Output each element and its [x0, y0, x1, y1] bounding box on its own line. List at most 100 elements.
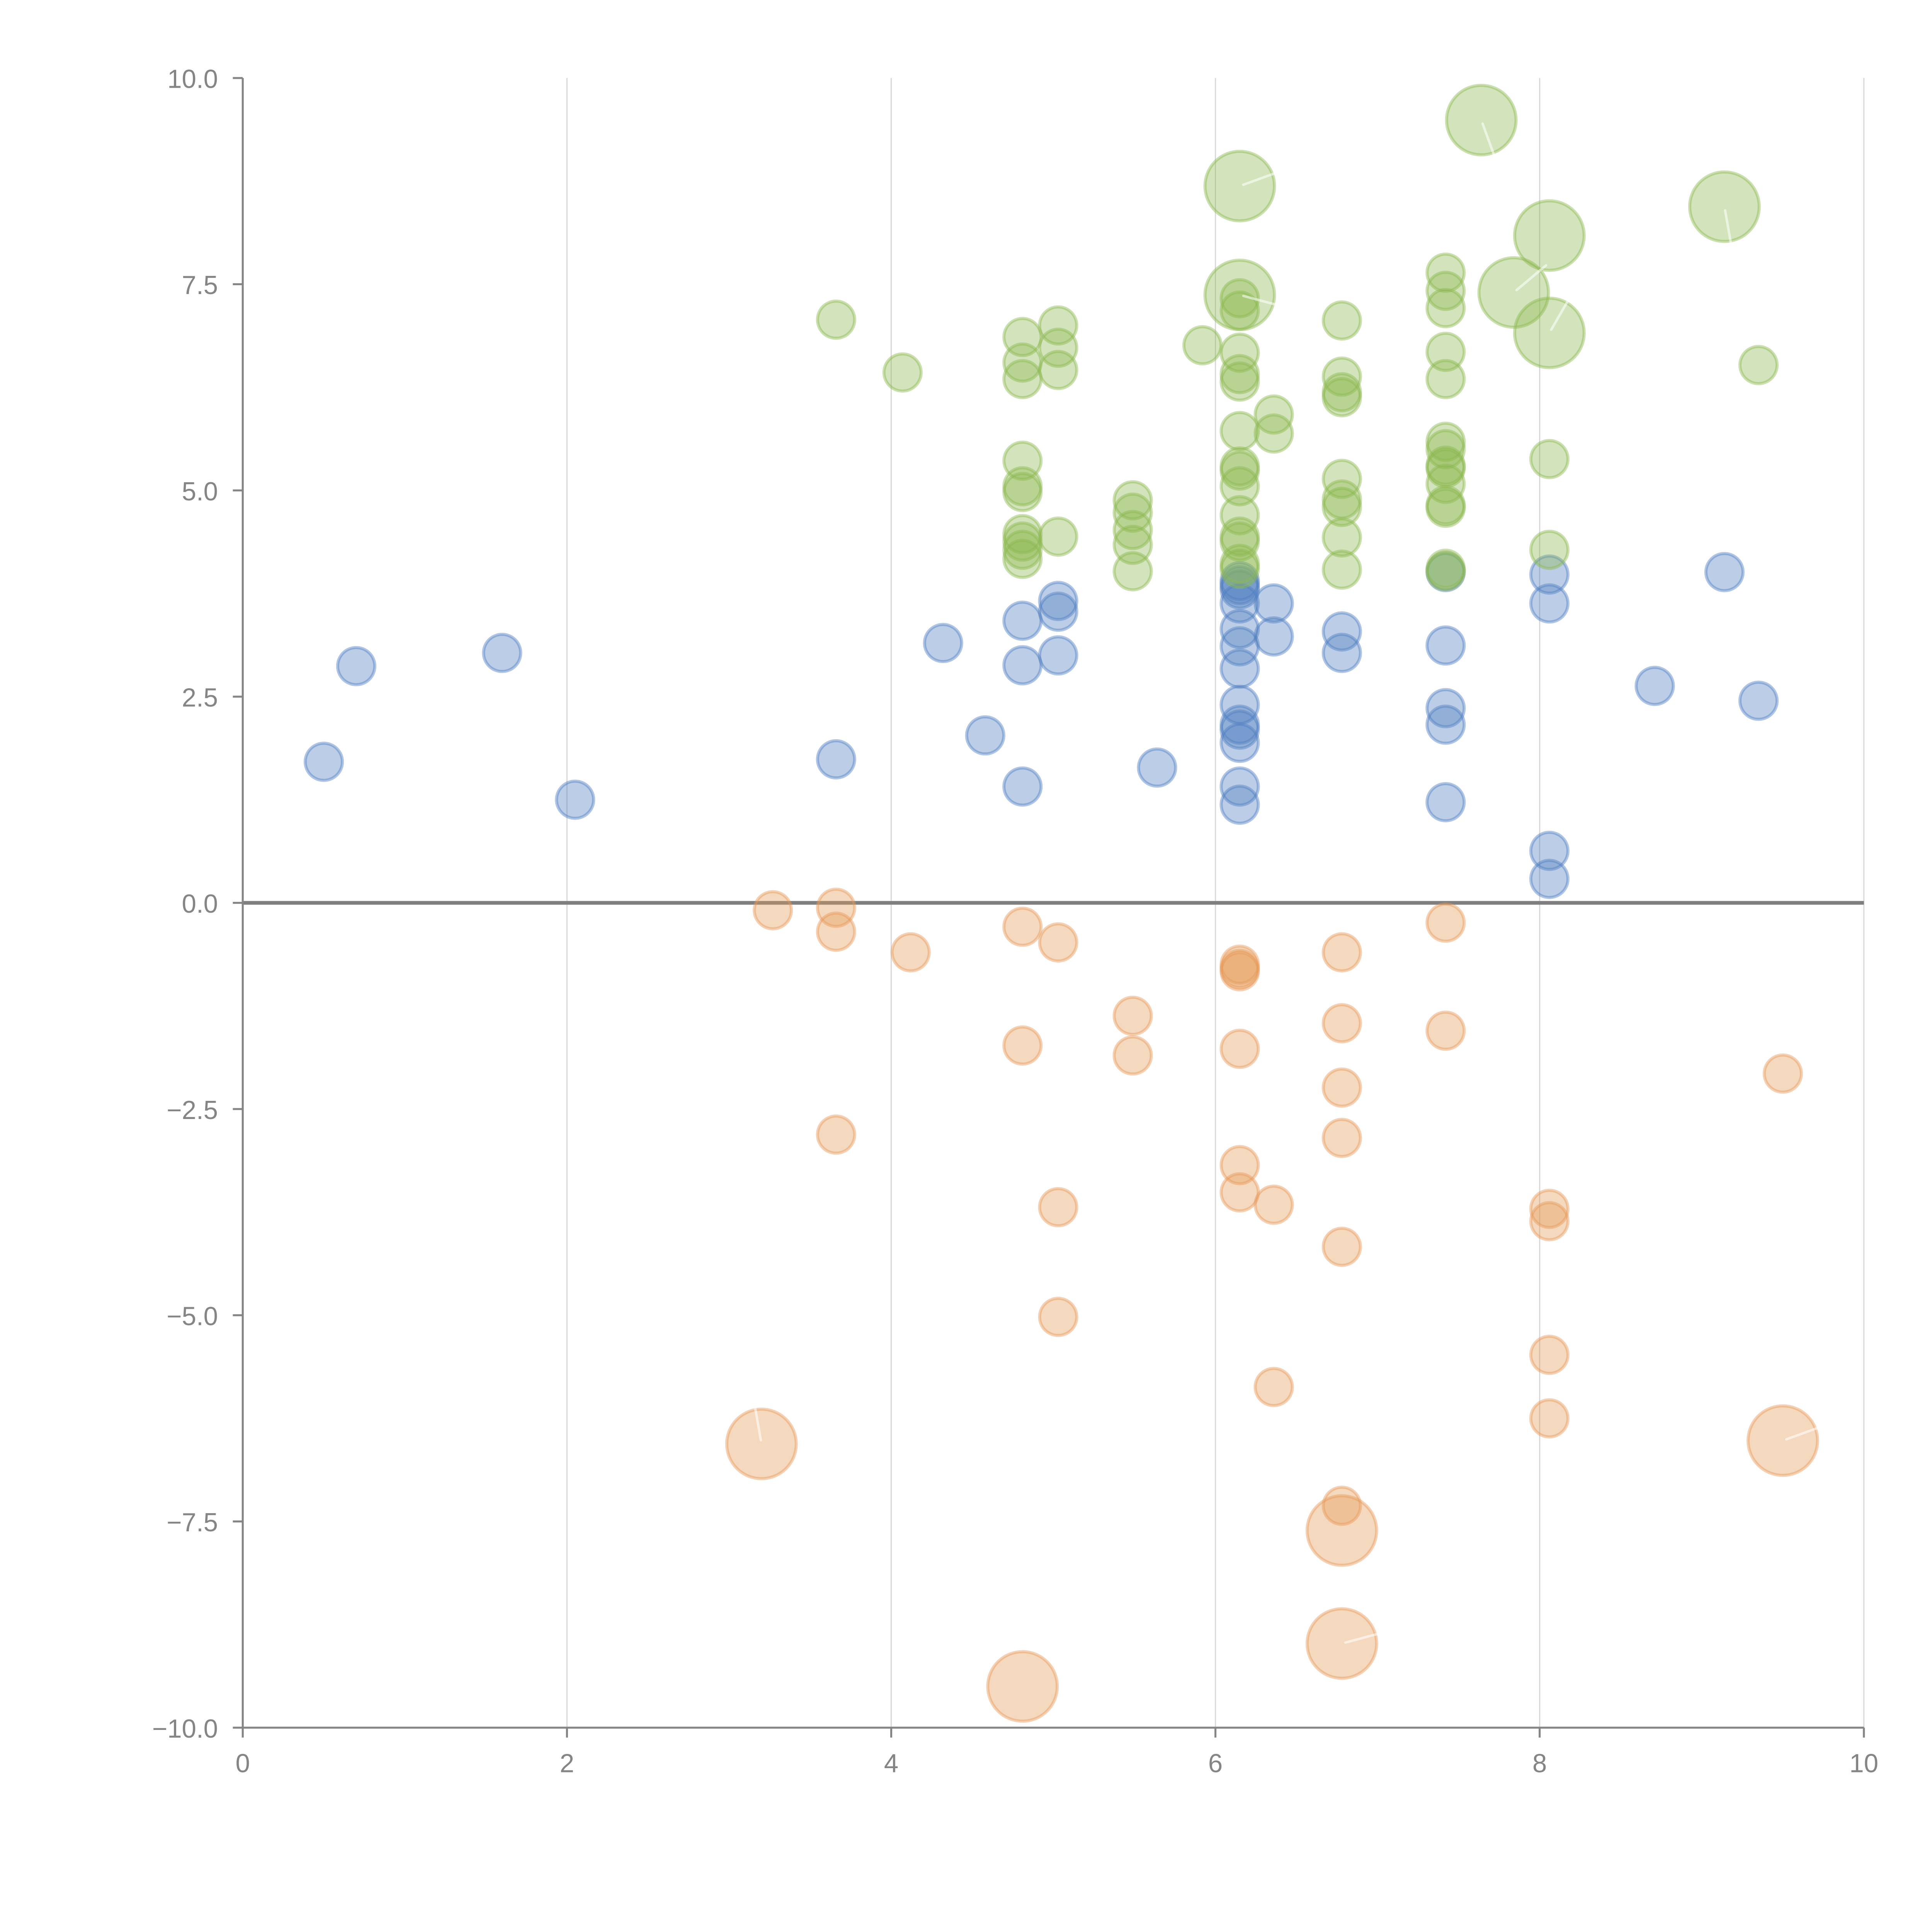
bubble-green[interactable] [816, 299, 856, 340]
bubble-green[interactable] [1425, 448, 1466, 488]
bubble-green[interactable] [1219, 411, 1260, 451]
bubble-orange[interactable] [1529, 1335, 1570, 1375]
bubble-blue[interactable] [336, 646, 376, 686]
bubble-blue[interactable] [1321, 633, 1362, 673]
bubble-green[interactable] [1425, 270, 1466, 311]
bubble-green[interactable] [1425, 548, 1466, 589]
bubble-green[interactable] [1112, 510, 1153, 550]
bubble-orange[interactable] [1253, 1367, 1294, 1407]
bubble-green[interactable] [1529, 439, 1570, 480]
bubble-orange[interactable] [816, 888, 856, 928]
bubble-green[interactable] [1002, 317, 1043, 357]
bubble-blue[interactable] [1529, 830, 1570, 871]
bubble-orange[interactable] [1529, 1201, 1570, 1242]
bubble-green[interactable] [1425, 485, 1466, 526]
bubble-green[interactable] [1425, 446, 1466, 486]
bubble-orange[interactable] [1529, 1189, 1570, 1229]
bubble-blue[interactable] [1038, 591, 1078, 632]
bubble-green[interactable] [1425, 429, 1466, 469]
bubble-orange[interactable] [1321, 1226, 1362, 1267]
bubble-green[interactable] [1219, 521, 1260, 562]
bubble-orange[interactable] [1038, 1297, 1078, 1337]
bubble-blue[interactable] [1219, 583, 1260, 624]
bubble-green[interactable] [1112, 492, 1153, 533]
bubble-green[interactable] [1219, 544, 1260, 584]
bubble-green[interactable] [1182, 325, 1223, 366]
bubble-green[interactable] [882, 352, 923, 393]
bubble-green[interactable] [1219, 354, 1260, 395]
bubble-orange[interactable] [725, 1407, 798, 1480]
bubble-green[interactable] [1219, 516, 1260, 557]
bubble-green[interactable] [1425, 332, 1466, 372]
bubble-blue[interactable] [1219, 685, 1260, 725]
bubble-green[interactable] [1219, 548, 1260, 589]
bubble-blue[interactable] [1219, 561, 1260, 602]
bubble-green[interactable] [1002, 359, 1043, 400]
bubble-blue[interactable] [965, 715, 1005, 756]
bubble-orange[interactable] [986, 1650, 1059, 1723]
bubble-blue[interactable] [1253, 616, 1294, 657]
bubble-orange[interactable] [1305, 1494, 1378, 1567]
bubble-blue[interactable] [1634, 666, 1675, 706]
bubble-blue[interactable] [816, 739, 856, 780]
bubble-green[interactable] [1321, 486, 1362, 527]
bubble-green[interactable] [1513, 296, 1586, 369]
bubble-green[interactable] [1529, 529, 1570, 570]
bubble-green[interactable] [1321, 517, 1362, 558]
bubble-orange[interactable] [1746, 1404, 1819, 1477]
bubble-blue[interactable] [1529, 583, 1570, 624]
bubble-green[interactable] [1425, 422, 1466, 462]
bubble-orange[interactable] [1305, 1607, 1378, 1680]
bubble-orange[interactable] [1219, 1145, 1260, 1185]
bubble-blue[interactable] [1219, 766, 1260, 807]
bubble-blue[interactable] [1425, 688, 1466, 728]
bubble-orange[interactable] [1002, 906, 1043, 947]
bubble-green[interactable] [1219, 495, 1260, 536]
bubble-green[interactable] [1425, 551, 1466, 592]
bubble-orange[interactable] [1425, 902, 1466, 943]
bubble-orange[interactable] [1219, 949, 1260, 989]
bubble-green[interactable] [1203, 259, 1276, 332]
bubble-green[interactable] [1425, 487, 1466, 528]
bubble-blue[interactable] [303, 742, 344, 782]
bubble-blue[interactable] [1321, 611, 1362, 652]
bubble-green[interactable] [1425, 359, 1466, 400]
bubble-green[interactable] [1321, 377, 1362, 418]
bubble-blue[interactable] [555, 779, 595, 820]
bubble-blue[interactable] [1529, 554, 1570, 595]
bubble-green[interactable] [1321, 356, 1362, 397]
bubble-green[interactable] [1112, 551, 1153, 592]
bubble-blue[interactable] [1529, 859, 1570, 899]
bubble-green[interactable] [1425, 288, 1466, 328]
bubble-green[interactable] [1203, 150, 1276, 223]
bubble-green[interactable] [1002, 440, 1043, 481]
bubble-blue[interactable] [1704, 552, 1745, 592]
bubble-orange[interactable] [1762, 1053, 1803, 1094]
bubble-green[interactable] [1002, 529, 1043, 570]
bubble-green[interactable] [1253, 413, 1294, 454]
bubble-orange[interactable] [1321, 1003, 1362, 1044]
bubble-blue[interactable] [1219, 704, 1260, 745]
bubble-green[interactable] [1002, 472, 1043, 512]
bubble-orange[interactable] [753, 890, 793, 930]
bubble-green[interactable] [1513, 199, 1586, 272]
bubble-blue[interactable] [1219, 723, 1260, 763]
bubble-green[interactable] [1219, 361, 1260, 402]
bubble-blue[interactable] [1219, 648, 1260, 689]
bubble-blue[interactable] [1219, 784, 1260, 825]
bubble-green[interactable] [1425, 464, 1466, 504]
bubble-orange[interactable] [1038, 1187, 1078, 1228]
bubble-green[interactable] [1038, 305, 1078, 346]
bubble-blue[interactable] [923, 623, 963, 663]
bubble-green[interactable] [1738, 345, 1779, 385]
bubble-orange[interactable] [1321, 1485, 1362, 1526]
bubble-blue[interactable] [1137, 747, 1177, 788]
bubble-blue[interactable] [1425, 782, 1466, 823]
bubble-blue[interactable] [1219, 565, 1260, 605]
bubble-green[interactable] [1219, 332, 1260, 373]
bubble-green[interactable] [1038, 516, 1078, 557]
bubble-green[interactable] [1112, 480, 1153, 520]
bubble-orange[interactable] [1112, 1035, 1153, 1076]
bubble-blue[interactable] [1038, 635, 1078, 676]
bubble-orange[interactable] [816, 1114, 856, 1155]
